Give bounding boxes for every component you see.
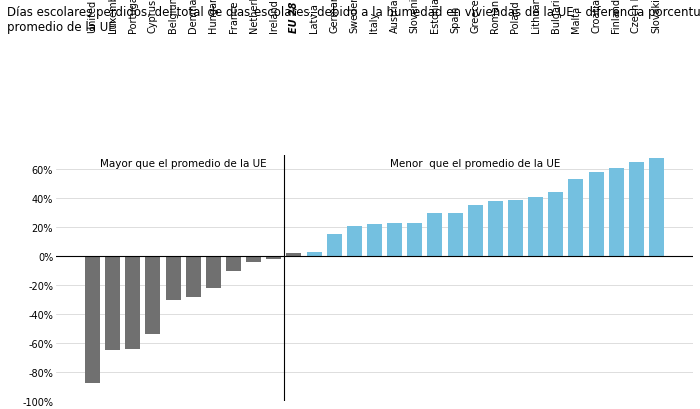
Text: Poland: Poland bbox=[510, 0, 521, 33]
Bar bbox=[85, 256, 100, 384]
Bar bbox=[165, 256, 181, 300]
Text: Austria: Austria bbox=[390, 0, 400, 33]
Bar bbox=[508, 200, 523, 256]
Text: Romania: Romania bbox=[491, 0, 500, 33]
Text: Estonia: Estonia bbox=[430, 0, 440, 33]
Text: Días escolares perdidos, del total de días escolares, debido a la humedad en viv: Días escolares perdidos, del total de dí… bbox=[7, 6, 700, 34]
Bar bbox=[649, 158, 664, 256]
Text: Germany: Germany bbox=[329, 0, 340, 33]
Text: Portugal: Portugal bbox=[128, 0, 138, 33]
Bar bbox=[125, 256, 140, 349]
Text: Luxembourg: Luxembourg bbox=[108, 0, 118, 33]
Text: France: France bbox=[228, 0, 239, 33]
Text: Sweden: Sweden bbox=[349, 0, 359, 33]
Text: Cyprus: Cyprus bbox=[148, 0, 158, 33]
Text: Belgium: Belgium bbox=[168, 0, 178, 33]
Bar bbox=[246, 256, 261, 262]
Bar bbox=[186, 256, 201, 297]
Text: Hungary: Hungary bbox=[209, 0, 218, 33]
Bar bbox=[528, 197, 543, 256]
Text: Spain: Spain bbox=[450, 5, 460, 33]
Bar bbox=[146, 256, 160, 335]
Bar bbox=[488, 202, 503, 256]
Bar bbox=[387, 223, 402, 256]
Bar bbox=[609, 169, 624, 256]
Text: Ireland: Ireland bbox=[269, 0, 279, 33]
Bar bbox=[346, 226, 362, 256]
Text: Greece: Greece bbox=[470, 0, 480, 33]
Bar bbox=[548, 193, 564, 256]
Bar bbox=[327, 235, 342, 256]
Text: Menor  que el promedio de la UE: Menor que el promedio de la UE bbox=[390, 158, 561, 168]
Bar bbox=[629, 163, 644, 256]
Bar bbox=[266, 256, 281, 259]
Bar bbox=[206, 256, 221, 288]
Bar bbox=[407, 223, 422, 256]
Text: EU 28: EU 28 bbox=[289, 1, 299, 33]
Text: Slovenia: Slovenia bbox=[410, 0, 420, 33]
Text: Croatia: Croatia bbox=[591, 0, 601, 33]
Bar bbox=[226, 256, 241, 271]
Bar bbox=[468, 206, 483, 256]
Bar bbox=[589, 173, 603, 256]
Bar bbox=[568, 180, 584, 256]
Text: Italy: Italy bbox=[370, 11, 379, 33]
Bar bbox=[286, 254, 302, 256]
Text: Czech Republic: Czech Republic bbox=[631, 0, 641, 33]
Bar bbox=[447, 213, 463, 256]
Text: Lithuania: Lithuania bbox=[531, 0, 540, 33]
Text: Bulgaria: Bulgaria bbox=[551, 0, 561, 33]
Bar bbox=[428, 213, 442, 256]
Text: United Kingdom: United Kingdom bbox=[88, 0, 97, 33]
Text: Denmark: Denmark bbox=[188, 0, 198, 33]
Bar bbox=[307, 252, 321, 256]
Text: Slovakia: Slovakia bbox=[652, 0, 662, 33]
Text: Netherlands: Netherlands bbox=[248, 0, 258, 33]
Bar bbox=[105, 256, 120, 350]
Text: Latvia: Latvia bbox=[309, 3, 319, 33]
Bar bbox=[367, 225, 382, 256]
Text: Mayor que el promedio de la UE: Mayor que el promedio de la UE bbox=[100, 158, 267, 168]
Text: Finland: Finland bbox=[611, 0, 621, 33]
Text: Malta: Malta bbox=[571, 6, 581, 33]
